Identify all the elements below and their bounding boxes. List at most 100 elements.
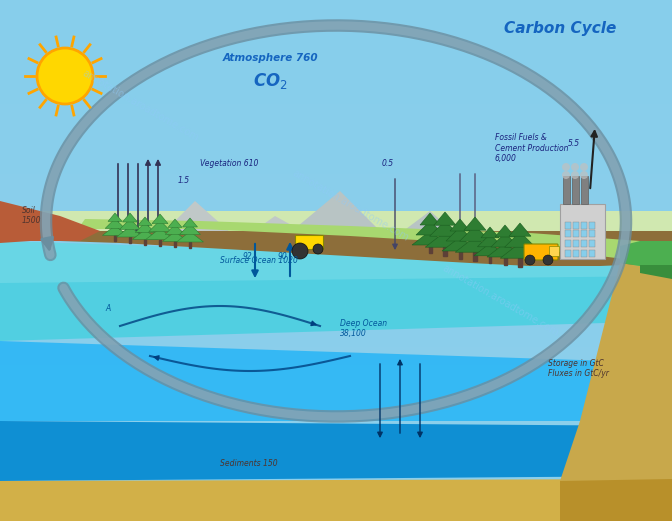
Polygon shape bbox=[108, 213, 122, 221]
FancyBboxPatch shape bbox=[549, 246, 559, 256]
Bar bbox=[565, 240, 571, 247]
Polygon shape bbox=[640, 265, 672, 279]
Bar bbox=[589, 222, 595, 229]
Polygon shape bbox=[177, 231, 204, 242]
Bar bbox=[573, 230, 579, 237]
Polygon shape bbox=[152, 214, 168, 224]
Polygon shape bbox=[106, 219, 125, 228]
Circle shape bbox=[571, 171, 579, 179]
Circle shape bbox=[292, 243, 308, 259]
Polygon shape bbox=[416, 221, 444, 235]
Polygon shape bbox=[0, 201, 100, 286]
Polygon shape bbox=[491, 233, 519, 247]
Polygon shape bbox=[0, 241, 672, 341]
Text: annotation.aroadtome.com: annotation.aroadtome.com bbox=[440, 263, 560, 338]
Bar bbox=[0, 121, 672, 139]
Polygon shape bbox=[442, 237, 478, 251]
Polygon shape bbox=[560, 263, 672, 521]
Bar bbox=[0, 35, 672, 52]
Polygon shape bbox=[455, 237, 495, 252]
Bar bbox=[0, 504, 672, 521]
Polygon shape bbox=[473, 252, 476, 261]
Polygon shape bbox=[412, 231, 448, 245]
Polygon shape bbox=[474, 243, 506, 256]
Text: 5.5: 5.5 bbox=[568, 139, 580, 148]
Polygon shape bbox=[179, 224, 200, 234]
Bar bbox=[0, 452, 672, 469]
Bar bbox=[0, 365, 672, 382]
Polygon shape bbox=[168, 219, 182, 227]
Bar bbox=[0, 69, 672, 87]
Polygon shape bbox=[458, 251, 462, 259]
Bar bbox=[0, 87, 672, 104]
Polygon shape bbox=[120, 219, 140, 229]
Bar bbox=[573, 240, 579, 247]
Text: 90: 90 bbox=[278, 252, 288, 261]
Polygon shape bbox=[0, 341, 672, 421]
Bar bbox=[572, 176, 579, 204]
Text: Deep Ocean
38,100: Deep Ocean 38,100 bbox=[340, 319, 387, 338]
Polygon shape bbox=[155, 201, 320, 241]
Polygon shape bbox=[487, 243, 523, 257]
Circle shape bbox=[571, 163, 579, 171]
Text: 92: 92 bbox=[243, 252, 253, 261]
Polygon shape bbox=[460, 226, 491, 241]
Polygon shape bbox=[489, 256, 491, 263]
Bar bbox=[0, 295, 672, 313]
Text: Surface Ocean 1020: Surface Ocean 1020 bbox=[220, 256, 298, 265]
Text: annotation.aroadtome.com: annotation.aroadtome.com bbox=[290, 168, 410, 243]
Bar bbox=[0, 226, 672, 243]
Bar bbox=[0, 278, 672, 295]
Text: A: A bbox=[105, 304, 110, 313]
Polygon shape bbox=[138, 217, 152, 226]
Polygon shape bbox=[280, 191, 470, 246]
Polygon shape bbox=[420, 213, 440, 225]
Polygon shape bbox=[500, 243, 540, 258]
Polygon shape bbox=[518, 258, 521, 267]
Bar bbox=[581, 230, 587, 237]
Polygon shape bbox=[135, 222, 155, 232]
Polygon shape bbox=[189, 242, 191, 248]
Polygon shape bbox=[505, 232, 536, 247]
Polygon shape bbox=[0, 421, 672, 481]
Bar bbox=[581, 176, 588, 204]
Bar bbox=[573, 222, 579, 229]
FancyBboxPatch shape bbox=[524, 244, 558, 260]
Circle shape bbox=[313, 244, 323, 254]
Bar bbox=[581, 222, 587, 229]
Polygon shape bbox=[425, 232, 465, 247]
Bar bbox=[581, 250, 587, 257]
Polygon shape bbox=[429, 221, 460, 236]
Text: Carbon Cycle: Carbon Cycle bbox=[504, 21, 616, 36]
Polygon shape bbox=[146, 228, 175, 240]
Bar bbox=[0, 139, 672, 156]
Polygon shape bbox=[481, 227, 499, 238]
Text: Vegetation 610: Vegetation 610 bbox=[200, 159, 258, 168]
Text: CO$_2$: CO$_2$ bbox=[253, 71, 288, 91]
Text: Soil
1500: Soil 1500 bbox=[22, 206, 42, 225]
Bar bbox=[0, 348, 672, 365]
Polygon shape bbox=[434, 212, 456, 225]
Polygon shape bbox=[0, 241, 672, 283]
Bar bbox=[589, 250, 595, 257]
Bar bbox=[565, 230, 571, 237]
Circle shape bbox=[580, 163, 588, 171]
Bar bbox=[560, 204, 605, 259]
Text: Storage in GtC
Fluxes in GtC/yr: Storage in GtC Fluxes in GtC/yr bbox=[548, 358, 609, 378]
Bar bbox=[0, 469, 672, 486]
Polygon shape bbox=[116, 227, 144, 237]
Bar bbox=[565, 222, 571, 229]
Bar bbox=[0, 486, 672, 504]
Polygon shape bbox=[0, 231, 672, 286]
Polygon shape bbox=[80, 219, 640, 261]
Text: 0.5: 0.5 bbox=[382, 159, 394, 168]
Bar bbox=[0, 191, 672, 208]
Circle shape bbox=[543, 255, 553, 265]
Bar bbox=[0, 330, 672, 348]
Text: Fossil Fuels &
Cement Production
6,000: Fossil Fuels & Cement Production 6,000 bbox=[495, 133, 569, 163]
Circle shape bbox=[562, 163, 570, 171]
Polygon shape bbox=[144, 240, 146, 245]
Bar bbox=[0, 417, 672, 434]
Polygon shape bbox=[503, 257, 507, 265]
Bar bbox=[563, 176, 570, 204]
